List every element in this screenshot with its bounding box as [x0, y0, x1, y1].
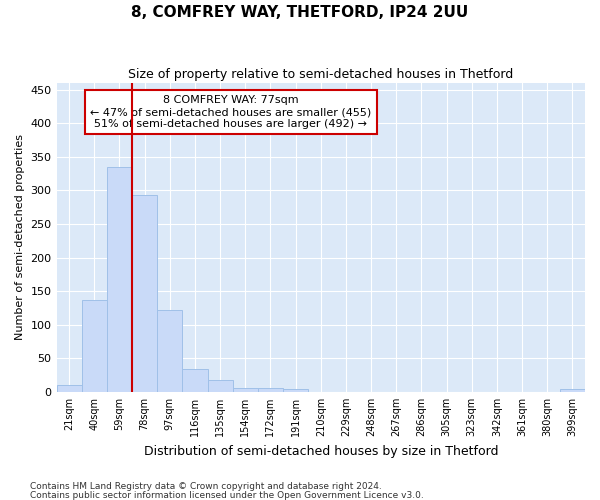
Text: 8 COMFREY WAY: 77sqm
← 47% of semi-detached houses are smaller (455)
51% of semi: 8 COMFREY WAY: 77sqm ← 47% of semi-detac… [91, 96, 371, 128]
Bar [258, 388, 283, 392]
Bar [56, 385, 82, 392]
Bar [82, 300, 107, 392]
Bar [208, 380, 233, 392]
Title: Size of property relative to semi-detached houses in Thetford: Size of property relative to semi-detach… [128, 68, 514, 80]
X-axis label: Distribution of semi-detached houses by size in Thetford: Distribution of semi-detached houses by … [143, 444, 498, 458]
Bar [132, 195, 157, 392]
Bar [107, 167, 132, 392]
Text: 8, COMFREY WAY, THETFORD, IP24 2UU: 8, COMFREY WAY, THETFORD, IP24 2UU [131, 5, 469, 20]
Bar [283, 389, 308, 392]
Text: Contains public sector information licensed under the Open Government Licence v3: Contains public sector information licen… [30, 490, 424, 500]
Bar [560, 388, 585, 392]
Y-axis label: Number of semi-detached properties: Number of semi-detached properties [15, 134, 25, 340]
Text: Contains HM Land Registry data © Crown copyright and database right 2024.: Contains HM Land Registry data © Crown c… [30, 482, 382, 491]
Bar [182, 369, 208, 392]
Bar [157, 310, 182, 392]
Bar [233, 388, 258, 392]
